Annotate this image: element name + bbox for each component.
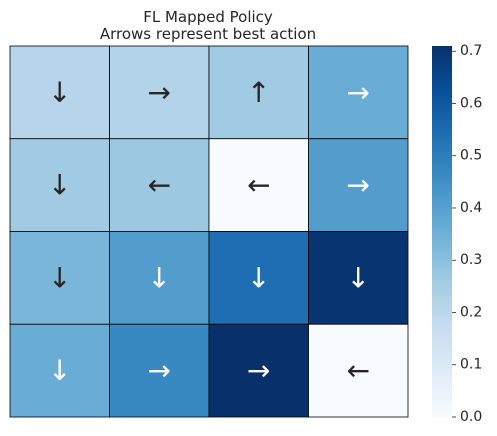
cell-arrow-r3-c3: ← [347,354,370,387]
chart-subtitle: Arrows represent best action [100,25,316,43]
heatmap-cell-r1-c3 [308,138,409,232]
cell-arrow-r2-c3: ↓ [347,261,370,294]
heatmap-cells: ↓ → ↑ → ↓ ← ← → ↓ ↓ ↓ ↓ ↓ → → ← [9,45,409,418]
heatmap-cell-r0-c0 [9,45,110,140]
cell-arrow-r2-c0: ↓ [48,261,71,294]
colorbar-tick-label: 0.0 [460,409,482,425]
cell-arrow-r3-c1: → [148,354,171,387]
colorbar: 0.0 0.1 0.2 0.3 0.4 0.5 0.6 0.7 [432,43,482,425]
cell-arrow-r1-c1: ← [148,169,171,202]
colorbar-tick-label: 0.5 [460,148,482,164]
heatmap-cell-r3-c2 [208,323,309,418]
cell-arrow-r1-c0: ↓ [48,169,71,202]
heatmap-cell-r0-c1 [109,45,210,140]
heatmap-cell-r3-c1 [109,323,210,418]
heatmap-cell-r1-c0 [9,138,110,232]
cell-arrow-r3-c2: → [247,354,270,387]
cell-arrow-r2-c1: ↓ [148,261,171,294]
heatmap-cell-r0-c2 [208,45,309,140]
colorbar-tick-label: 0.7 [460,43,482,59]
colorbar-tick-label: 0.1 [460,357,482,373]
chart-title: FL Mapped Policy [143,8,273,26]
colorbar-tick-label: 0.3 [460,252,482,268]
cell-arrow-r1-c2: ← [247,169,270,202]
cell-arrow-r1-c3: → [347,169,370,202]
colorbar-tick-label: 0.4 [460,200,482,216]
cell-arrow-r3-c0: ↓ [48,354,71,387]
cell-arrow-r0-c1: → [148,76,171,109]
heatmap-cell-r1-c1 [109,138,210,232]
heatmap-cell-r2-c3 [308,231,409,325]
cell-arrow-r0-c0: ↓ [48,76,71,109]
colorbar-tick-label: 0.2 [460,304,482,320]
heatmap-cell-r3-c3 [308,323,409,418]
cell-arrow-r0-c3: → [347,76,370,109]
heatmap-cell-r3-c0 [9,323,110,418]
cell-arrow-r2-c2: ↓ [247,261,270,294]
heatmap-cell-r2-c1 [109,231,210,325]
colorbar-ticks: 0.0 0.1 0.2 0.3 0.4 0.5 0.6 0.7 [452,43,482,425]
colorbar-gradient [432,46,452,417]
cell-arrow-r0-c2: ↑ [247,76,270,109]
colorbar-tick-label: 0.6 [460,95,482,111]
heatmap-cell-r0-c3 [308,45,409,140]
